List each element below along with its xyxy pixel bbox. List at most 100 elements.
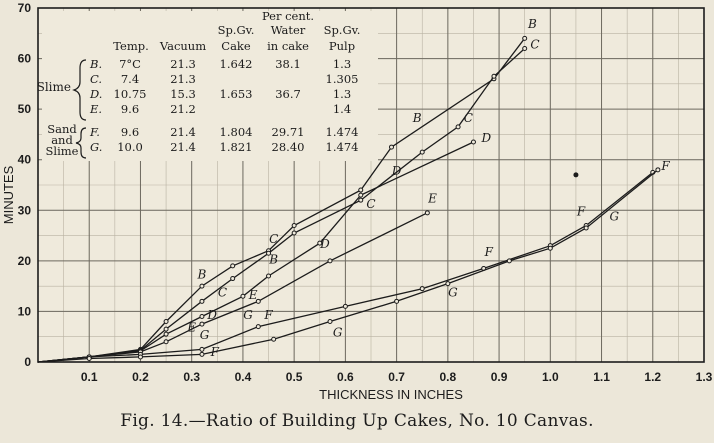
data-point-B	[199, 283, 205, 289]
data-point-D	[470, 139, 476, 145]
series-label-E: E	[248, 288, 258, 302]
legend-group-sand: and	[51, 133, 73, 147]
legend-cake: 1.642	[220, 57, 253, 71]
data-point-B	[291, 222, 297, 228]
series-label-F: F	[576, 204, 586, 218]
data-point-G	[655, 167, 661, 173]
legend-header: Water	[271, 23, 306, 37]
legend-group-sand: Sand	[47, 122, 77, 136]
figure-caption: Fig. 14.—Ratio of Building Up Cakes, No.…	[120, 411, 594, 431]
legend-vacuum: 21.4	[170, 125, 196, 139]
series-label-F: F	[263, 308, 273, 322]
series-label-B: B	[197, 268, 207, 282]
legend-temp: 10.75	[114, 87, 147, 101]
data-point-B	[230, 263, 236, 269]
series-line-G	[37, 169, 659, 363]
legend-water: 36.7	[275, 87, 301, 101]
legend-temp: 9.6	[121, 102, 139, 116]
x-tick-label: 0.4	[235, 370, 252, 384]
legend-temp: 10.0	[117, 140, 143, 154]
legend-cake: 1.821	[220, 140, 253, 154]
data-point-D	[240, 293, 246, 299]
legend-cake: 1.804	[220, 125, 253, 139]
legend-water: 28.40	[272, 140, 305, 154]
data-point-B	[163, 319, 169, 325]
x-tick-label: 0.1	[81, 370, 98, 384]
data-point-C	[199, 298, 205, 304]
data-point-C	[358, 197, 364, 203]
y-tick-label: 0	[24, 355, 31, 369]
series-label-C: C	[366, 197, 375, 211]
data-point-C	[455, 124, 461, 130]
y-tick-label: 10	[18, 304, 32, 318]
series-label-G: G	[200, 328, 210, 342]
data-point-D	[358, 192, 364, 198]
data-point-G	[547, 245, 553, 251]
data-point-G	[271, 336, 277, 342]
data-point-G	[583, 225, 589, 231]
legend-vacuum: 21.4	[170, 140, 196, 154]
legend-row-label: G.	[90, 140, 102, 154]
series-label-C: C	[530, 37, 539, 51]
legend-row-label: F.	[89, 125, 100, 139]
y-tick-label: 70	[18, 1, 32, 15]
series-label-G: G	[243, 308, 253, 322]
x-tick-label: 1.2	[644, 370, 661, 384]
data-point-C	[163, 326, 169, 332]
x-tick-label: 0.6	[337, 370, 354, 384]
data-point-C	[230, 276, 236, 282]
data-point-E	[163, 339, 169, 345]
legend-header: in cake	[267, 39, 309, 53]
series-label-C: C	[464, 111, 473, 125]
data-point-B	[388, 144, 394, 150]
legend-header: Vacuum	[159, 39, 206, 53]
y-tick-label: 50	[18, 102, 32, 116]
legend-row-label: B.	[89, 57, 102, 71]
legend-header: Cake	[221, 39, 251, 53]
legend-header: Pulp	[329, 39, 355, 53]
series-label-F: F	[660, 159, 670, 173]
legend-vacuum: 21.3	[170, 72, 196, 86]
legend-water: 29.71	[272, 125, 305, 139]
legend-pulp: 1.3	[333, 57, 351, 71]
series-label-D: D	[391, 164, 402, 178]
data-point-G	[394, 298, 400, 304]
data-point-C	[491, 73, 497, 79]
x-tick-label: 1.3	[696, 370, 713, 384]
legend-header: Per cent.	[262, 9, 314, 23]
legend-temp: 7.4	[121, 72, 139, 86]
x-tick-label: 1.1	[593, 370, 610, 384]
series-label-B: B	[268, 252, 278, 266]
data-point-E	[424, 210, 430, 216]
legend-cake: 1.653	[220, 87, 253, 101]
series-line-B	[37, 37, 526, 363]
series-label-G: G	[448, 285, 458, 299]
series-label-G: G	[333, 326, 343, 340]
x-tick-label: 1.0	[542, 370, 559, 384]
legend-row-label: C.	[90, 72, 102, 86]
y-tick-label: 60	[18, 52, 32, 66]
series-label-D: D	[319, 237, 330, 251]
legend-vacuum: 15.3	[170, 87, 196, 101]
x-tick-label: 0.7	[388, 370, 405, 384]
legend-header: Temp.	[113, 39, 149, 53]
series-label-B: B	[527, 17, 537, 31]
legend-group-sand: Slime	[46, 144, 79, 158]
legend-pulp: 1.474	[326, 140, 359, 154]
data-point-G	[445, 281, 451, 287]
series-label-F: F	[484, 245, 494, 259]
series-label-B: B	[412, 111, 422, 125]
legend-pulp: 1.474	[326, 125, 359, 139]
legend-temp: 7°C	[119, 57, 141, 71]
data-point-C	[522, 45, 528, 51]
legend-pulp: 1.4	[333, 102, 351, 116]
x-tick-label: 0.9	[491, 370, 508, 384]
x-tick-label: 0.3	[183, 370, 200, 384]
data-point-G	[327, 319, 333, 325]
slime-brace	[72, 59, 87, 121]
data-point-C	[266, 250, 272, 256]
legend-group-slime: Slime	[37, 80, 71, 94]
legend-header: Sp.Gv.	[324, 23, 361, 37]
x-tick-label: 0.5	[286, 370, 303, 384]
